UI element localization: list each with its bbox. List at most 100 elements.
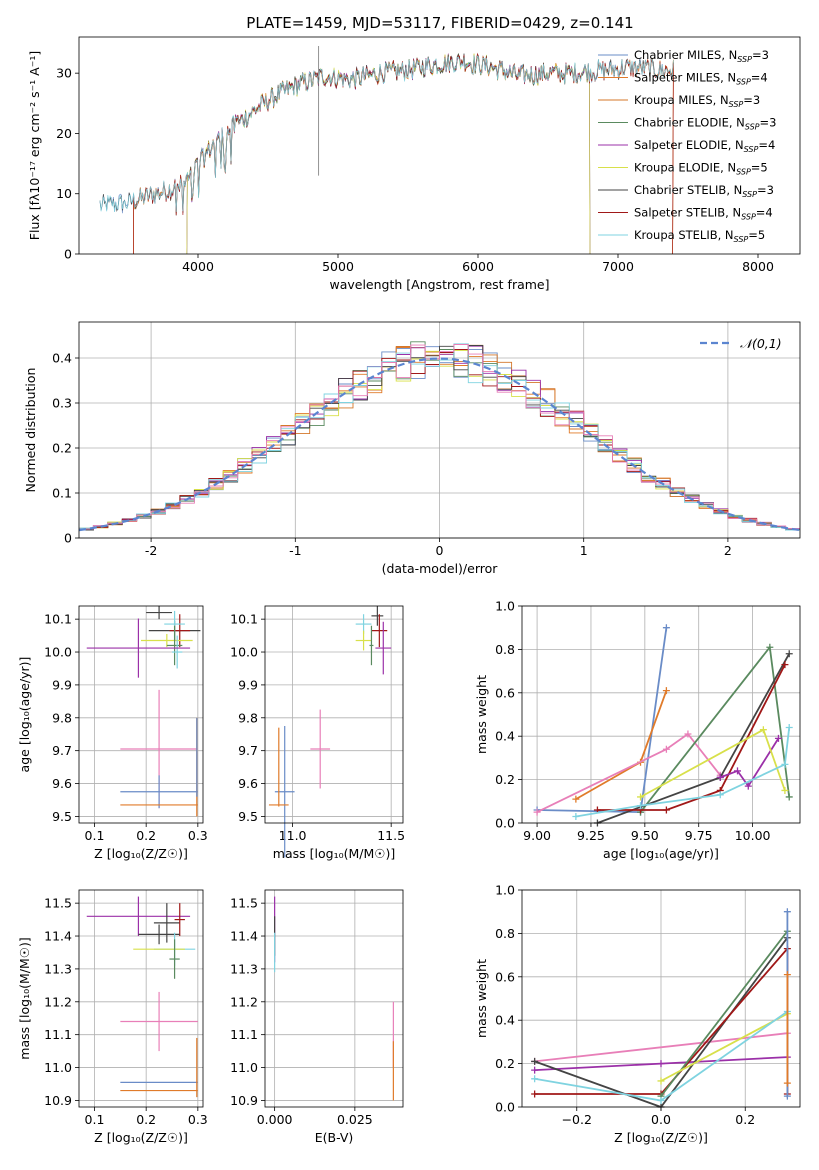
weight-marker [662,624,670,632]
weight-vs-Z-axes: −0.2 0.0 0.2 0.0 0.2 0.4 0.6 0.8 1.0 Z [log₁₀(Z/Z… [474,883,800,1145]
weight-marker [531,1057,539,1065]
weight-marker [781,786,789,794]
weight-line [536,732,722,813]
legend-label: 𝒩(0,1) [740,336,782,351]
x-tick-label: 0.000 [257,1112,293,1127]
y-tick-label: 10.0 [44,645,72,660]
weight-marker [637,802,645,810]
y-tick-label: 9.7 [52,743,72,758]
age-vs-Z-frame [78,605,204,824]
x-tick-label: 9.75 [685,828,713,843]
weight-marker [684,730,692,738]
y-tick-label: 10 [56,186,72,201]
spectrum-line [186,53,591,255]
y-tick-label: 9.9 [52,677,72,692]
y-tick-label: 0.3 [52,396,72,411]
weight-marker [774,734,782,742]
weight-marker [781,760,789,768]
residuals-frame [78,321,801,539]
y-tick-label: 0.4 [495,729,515,744]
y-axis-label: Normed distribution [23,368,38,493]
y-tick-label: 9.8 [238,710,258,725]
weight-marker [759,726,767,734]
legend-label: Chabrier MILES, NSSP=3 [634,48,769,64]
spectrum-frame [78,36,801,255]
weight-marker [572,795,580,803]
weight-marker [662,806,670,814]
y-tick-label: 0.8 [495,642,515,657]
x-tick-label: 0.3 [188,1112,208,1127]
weight-vs-Z-series [531,908,791,1111]
weight-marker [783,1079,791,1087]
y-tick-label: 9.6 [52,776,72,791]
weight-marker [766,643,774,651]
mass-vs-Z-points [86,896,198,1098]
x-axis-label: age [log₁₀(age/yr)] [603,846,719,861]
y-tick-label: 9.6 [238,776,258,791]
age-vs-mass-axes: 11.0 11.5 9.5 9.6 9.7 9.8 9.9 10.0 10.1 mass [log… [230,606,405,861]
y-tick-label: 0.0 [495,816,515,831]
x-tick-label: -2 [145,543,157,558]
mass-vs-ebv-axes: 0.000 0.025 10.9 11.0 11.1 11.2 11.3 11.4 11.5 E(… [230,890,403,1145]
y-tick-label: 1.0 [495,599,515,614]
weight-marker [662,745,670,753]
y-tick-label: 0 [64,247,72,262]
y-tick-label: 9.7 [238,743,258,758]
weight-marker [744,782,752,790]
x-axis-label: Z [log₁₀(Z/Z☉)] [614,1130,708,1145]
x-tick-label: 9.00 [523,828,551,843]
x-tick-label: 2 [724,543,732,558]
weight-marker [781,661,789,669]
y-tick-label: 0.4 [52,351,72,366]
y-tick-label: 11.5 [230,896,258,911]
weight-marker [734,767,742,775]
y-tick-label: 11.4 [230,929,258,944]
y-tick-label: 11.2 [230,994,258,1009]
legend-label: Kroupa STELIB, NSSP=5 [634,228,765,244]
y-tick-label: 10.0 [230,645,258,660]
weight-marker [716,791,724,799]
spectrum-line [99,55,674,213]
mass-vs-Z-frame [78,889,204,1108]
weight-line [639,644,791,813]
weight-marker [533,808,541,816]
y-tick-label: 0.2 [52,441,72,456]
weight-marker [783,908,791,916]
x-tick-label: 0.1 [85,828,105,843]
weight-line [660,930,789,1097]
weight-line [660,1012,788,1082]
y-tick-label: 0.2 [495,1056,515,1071]
x-tick-label: 8000 [742,259,774,274]
y-tick-label: 11.0 [230,1060,258,1075]
x-tick-label: 5000 [322,259,354,274]
spectrum-line [186,53,591,255]
y-tick-label: 0.0 [495,1100,515,1115]
x-tick-label: −0.2 [562,1112,592,1127]
x-tick-label: 0.2 [735,1112,755,1127]
spectrum-series [99,46,674,255]
x-axis-label: (data-model)/error [382,561,499,576]
x-tick-label: 9.25 [577,828,605,843]
normal-curve [78,357,801,532]
x-axis-label: wavelength [Angstrom, rest frame] [329,277,549,292]
weight-line [719,737,780,788]
y-tick-label: 10.1 [44,612,72,627]
legend-label: Kroupa MILES, NSSP=3 [634,93,760,109]
age-vs-Z-points [86,606,201,817]
weight-marker [531,1090,539,1098]
y-axis-label: mass weight [474,959,489,1038]
y-tick-label: 10.1 [230,612,258,627]
y-tick-label: 9.8 [52,710,72,725]
x-axis-label: E(B-V) [315,1130,354,1145]
y-tick-label: 0.6 [495,969,515,984]
x-tick-label: 0.3 [188,828,208,843]
weight-vs-Z-frame [521,889,801,1108]
y-axis-label: mass [log₁₀(M/M☉)] [17,937,32,1059]
y-tick-label: 0.2 [495,772,515,787]
legend-label: Salpeter ELODIE, NSSP=4 [634,138,775,154]
weight-line [534,1032,788,1063]
x-tick-label: 1 [580,543,588,558]
x-axis-label: Z [log₁₀(Z/Z☉)] [94,846,188,861]
y-axis-label: mass weight [474,675,489,754]
weight-marker [531,1075,539,1083]
